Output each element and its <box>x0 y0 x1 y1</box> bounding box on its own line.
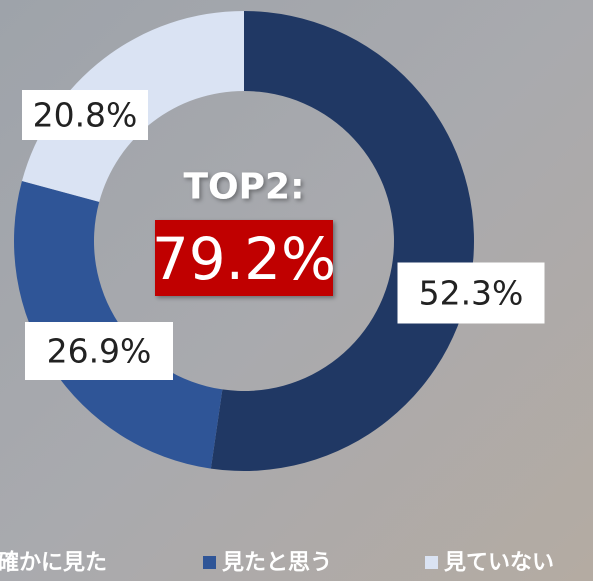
data-label: 26.9% <box>47 332 152 371</box>
data-label-box <box>22 90 148 140</box>
legend-label: 確かに見た <box>0 550 107 576</box>
data-labels: 52.3% 26.9% 20.8% <box>22 90 545 380</box>
legend-marker <box>203 556 216 569</box>
data-label-box <box>25 322 173 380</box>
center-value: 79.2% <box>152 225 336 293</box>
data-label: 20.8% <box>33 96 138 135</box>
legend-label: 見たと思う <box>222 551 332 576</box>
slice <box>210 11 475 471</box>
data-label-box <box>397 262 545 324</box>
center-label: TOP2: <box>184 167 305 208</box>
data-label: 52.3% <box>419 274 524 313</box>
center-value-box <box>155 220 333 296</box>
legend: 確かに見た 見たと思う 見ていない <box>0 550 554 576</box>
legend-marker <box>425 556 438 569</box>
legend-label: 見ていない <box>444 551 554 576</box>
